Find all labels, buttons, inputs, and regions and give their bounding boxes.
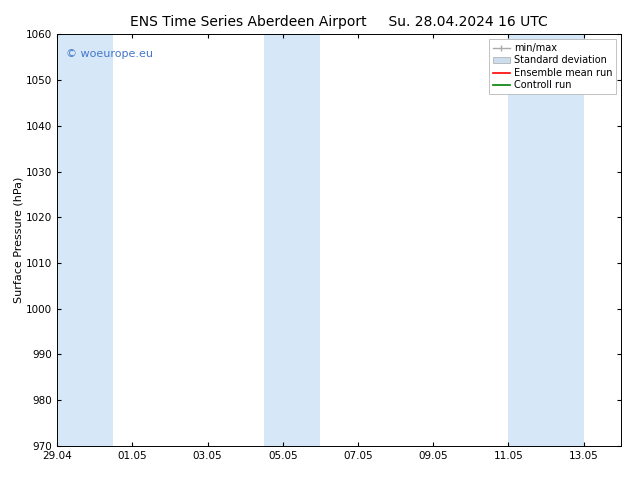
Title: ENS Time Series Aberdeen Airport     Su. 28.04.2024 16 UTC: ENS Time Series Aberdeen Airport Su. 28.… bbox=[131, 15, 548, 29]
Bar bbox=[57, 34, 113, 446]
Legend: min/max, Standard deviation, Ensemble mean run, Controll run: min/max, Standard deviation, Ensemble me… bbox=[489, 39, 616, 94]
Text: © woeurope.eu: © woeurope.eu bbox=[65, 49, 153, 59]
Bar bbox=[264, 34, 320, 446]
Y-axis label: Surface Pressure (hPa): Surface Pressure (hPa) bbox=[13, 177, 23, 303]
Bar bbox=[508, 34, 584, 446]
